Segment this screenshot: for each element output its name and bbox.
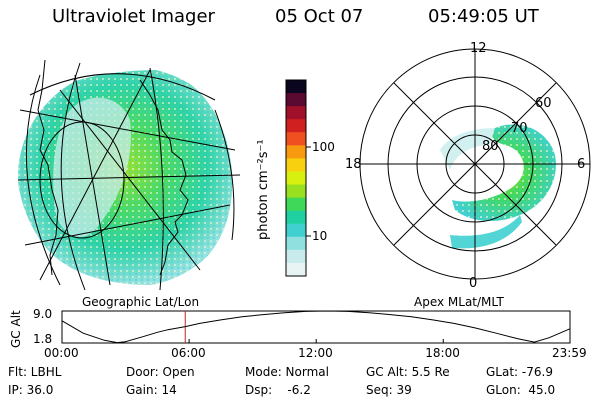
colorbar-segment bbox=[286, 210, 306, 225]
geographic-caption: Geographic Lat/Lon bbox=[82, 295, 200, 309]
mlt-label-0: 0 bbox=[469, 276, 478, 291]
filter-status: Flt: LBHL bbox=[8, 365, 62, 379]
coastline-west bbox=[37, 59, 59, 276]
time-label: 05:49:05 UT bbox=[428, 6, 539, 27]
mlt-label-12: 12 bbox=[470, 41, 487, 56]
mlat-label-60: 60 bbox=[535, 96, 552, 111]
colorbar-segment bbox=[286, 184, 306, 199]
colorbar-segment bbox=[286, 93, 306, 107]
colorbar-segment bbox=[286, 132, 306, 146]
colorbar-tick-10: 10 bbox=[312, 229, 328, 243]
colorbar-segment bbox=[286, 106, 306, 120]
colorbar-segment bbox=[286, 197, 306, 212]
low-emission-gap bbox=[53, 97, 131, 238]
mlat-label-70: 70 bbox=[511, 121, 528, 136]
colorbar-axis-label: photon cm⁻²s⁻¹ bbox=[256, 139, 271, 240]
colorbar-segment bbox=[286, 236, 306, 251]
x-tick-label: 12:00 bbox=[298, 346, 333, 360]
gc-alt-series-line bbox=[61, 310, 571, 344]
colorbar-segment bbox=[286, 262, 306, 277]
instrument-title: Ultraviolet Imager bbox=[52, 6, 215, 27]
altitude-plot bbox=[61, 310, 571, 344]
colorbar-segment bbox=[286, 80, 306, 94]
x-tick-label: 23:59 bbox=[552, 346, 587, 360]
dsp-status: Dsp: -6.2 bbox=[245, 383, 311, 397]
coastline-east bbox=[139, 79, 189, 276]
colorbar-segment bbox=[286, 223, 306, 238]
altitude-ytick-min: 1.8 bbox=[33, 332, 53, 346]
glon-status: GLon: 45.0 bbox=[486, 383, 556, 397]
colorbar-segment bbox=[286, 171, 306, 186]
date-label: 05 Oct 07 bbox=[275, 6, 364, 27]
ip-status: IP: 36.0 bbox=[8, 383, 54, 397]
altitude-ytick-max: 9.0 bbox=[33, 307, 53, 321]
colorbar-segment bbox=[286, 158, 306, 172]
door-status: Door: Open bbox=[126, 365, 195, 379]
colorbar-segment bbox=[286, 119, 306, 133]
glat-status: GLat: -76.9 bbox=[486, 365, 553, 379]
mode-status: Mode: Normal bbox=[245, 365, 329, 379]
gain-status: Gain: 14 bbox=[126, 383, 177, 397]
mlt-label-18: 18 bbox=[345, 157, 362, 172]
geographic-panel bbox=[17, 59, 241, 291]
altitude-axis-label: GC Alt bbox=[9, 310, 23, 348]
mlat-label-80: 80 bbox=[482, 139, 499, 154]
aurora-arc-lower bbox=[450, 215, 522, 249]
apex-caption: Apex MLat/MLT bbox=[414, 295, 504, 309]
x-tick-label: 00:00 bbox=[44, 346, 79, 360]
apex-polar-panel bbox=[359, 48, 591, 280]
gc-alt-status: GC Alt: 5.5 Re bbox=[366, 365, 450, 379]
mlt-label-6: 6 bbox=[577, 157, 586, 172]
x-tick-label: 18:00 bbox=[425, 346, 460, 360]
colorbar-segment bbox=[286, 249, 306, 264]
colorbar bbox=[285, 79, 311, 277]
seq-status: Seq: 39 bbox=[366, 383, 412, 397]
x-tick-label: 06:00 bbox=[171, 346, 206, 360]
colorbar-tick-100: 100 bbox=[312, 140, 335, 154]
colorbar-segment bbox=[286, 145, 306, 159]
